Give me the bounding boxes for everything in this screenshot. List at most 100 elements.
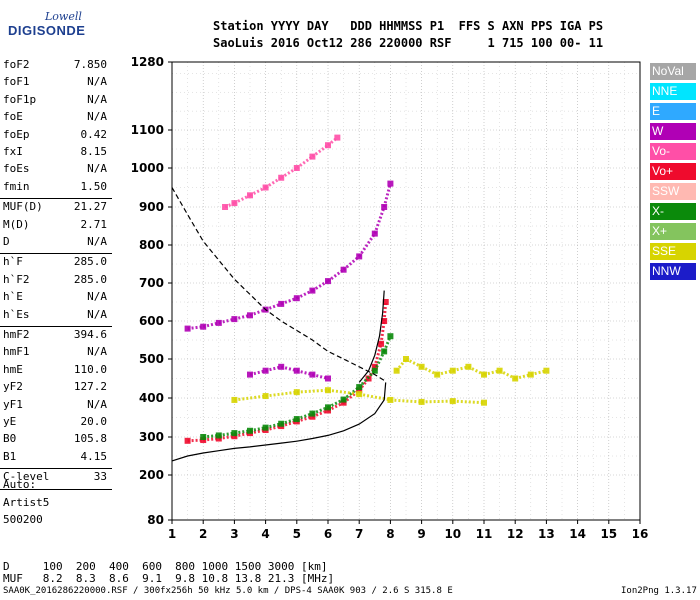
artist-version: Artist5 [3, 496, 50, 509]
echo-trace-segment [382, 301, 388, 322]
param-label: yE [3, 415, 17, 428]
x-tick-label: 7 [355, 527, 363, 541]
logo-digisonde: DIGISONDE [8, 23, 86, 38]
x-tick-label: 16 [632, 527, 649, 541]
param-value: 7.850 [73, 58, 107, 71]
x-tick-label: 15 [600, 527, 617, 541]
echo-trace-segment [405, 357, 423, 369]
header-columns: Station YYYY DAY DDD HHMMSS P1 FFS S AXN… [213, 19, 604, 33]
separator [0, 488, 112, 490]
y-tick-label: 900 [139, 200, 164, 214]
param-value: N/A [87, 75, 107, 89]
y-tick-label: 700 [139, 276, 164, 290]
x-tick-label: 5 [293, 527, 301, 541]
param-label: B0 [3, 432, 17, 446]
echo-trace-segment [373, 343, 383, 368]
muf-distance-row: D 100 200 400 600 800 1000 1500 3000 [km… [3, 560, 328, 573]
param-label: B1 [3, 449, 17, 463]
param-value: N/A [87, 235, 107, 248]
param-value: 127.2 [73, 380, 107, 394]
param-value: 33 [93, 470, 107, 484]
echo-trace-segment [233, 193, 251, 205]
param-label: h`E [3, 290, 23, 304]
x-tick-label: 12 [507, 527, 524, 541]
param-value: 105.8 [73, 432, 107, 446]
param-value: 8.15 [80, 145, 108, 158]
param-value: N/A [87, 290, 107, 304]
artist-code: 500200 [3, 513, 43, 526]
echo-trace-segment [311, 405, 329, 415]
echo-trace-segment [311, 409, 329, 419]
param-value: 2.71 [80, 217, 108, 231]
param-label: foE [3, 110, 23, 124]
legend-item: NNE [650, 83, 696, 100]
software-version: Ion2Png 1.3.17 [621, 586, 697, 596]
x-tick-label: 6 [324, 527, 332, 541]
echo-trace-segment [421, 399, 453, 404]
echo-trace-segment [327, 401, 345, 412]
y-tick-label: 1100 [131, 123, 164, 137]
dashed-model-curve [171, 187, 385, 381]
echo-traces [184, 134, 550, 444]
param-value: N/A [87, 345, 107, 359]
param-value: N/A [87, 92, 107, 106]
legend-item: NoVal [650, 63, 696, 80]
param-label: foF1 [3, 75, 30, 89]
param-value: 21.27 [73, 200, 107, 214]
x-tick-label: 3 [230, 527, 238, 541]
param-label: fmin [3, 179, 30, 193]
echo-point [325, 375, 331, 382]
plot-frame [171, 61, 641, 521]
x-tick-label: 8 [386, 527, 394, 541]
param-label: hmE [3, 362, 23, 376]
legend-item: W [650, 123, 696, 140]
x-tick-label: 1 [168, 527, 176, 541]
param-value: 394.6 [73, 328, 107, 341]
param-value: 20.0 [80, 415, 108, 428]
x-tick-label: 4 [261, 527, 269, 541]
echo-trace-segment [264, 176, 282, 189]
legend-item: E [650, 103, 696, 120]
param-label: M(D) [3, 217, 30, 231]
echo-trace-segment [373, 206, 386, 235]
echo-trace-segment [327, 388, 360, 396]
y-tick-label: 80 [147, 513, 164, 527]
echo-point [481, 399, 487, 406]
echo-point [543, 367, 550, 374]
y-tick-label: 200 [139, 468, 164, 482]
legend-item: Vo+ [650, 163, 696, 180]
muf-frequency-row: MUF 8.2 8.3 8.6 9.1 9.8 10.8 13.8 21.3 [… [3, 572, 335, 585]
echo-trace-segment [452, 399, 485, 405]
autoscale-status: Auto: [3, 478, 37, 491]
echo-trace-segment [296, 289, 314, 300]
echo-trace-segment [467, 365, 485, 376]
param-label: h`F [3, 255, 23, 269]
echo-trace-segment [498, 369, 516, 380]
echo-point [387, 333, 394, 340]
param-label: D [3, 235, 10, 248]
param-label: fxI [3, 145, 23, 158]
echo-trace-segment [249, 186, 267, 197]
param-label: yF1 [3, 397, 23, 411]
y-tick-label: 1280 [131, 55, 164, 69]
echo-trace-segment [311, 279, 329, 292]
param-label: hmF2 [3, 328, 30, 341]
echo-point [356, 253, 363, 260]
logo-lowell: Lowell [45, 10, 82, 23]
y-tick-label: 300 [139, 430, 164, 444]
x-tick-label: 10 [444, 527, 461, 541]
separator [0, 468, 112, 470]
echo-trace-segment [390, 398, 422, 404]
echo-point [334, 134, 341, 141]
param-label: MUF(D) [3, 200, 43, 214]
echo-trace-segment [357, 232, 377, 258]
param-label: foEs [3, 162, 30, 176]
param-value: 285.0 [73, 255, 107, 269]
param-value: N/A [87, 307, 107, 321]
param-value: 1.50 [80, 179, 108, 193]
echo-trace-segment [296, 388, 329, 394]
x-tick-label: 13 [538, 527, 555, 541]
echo-trace-segment [382, 183, 392, 208]
legend-item: NNW [650, 263, 696, 280]
